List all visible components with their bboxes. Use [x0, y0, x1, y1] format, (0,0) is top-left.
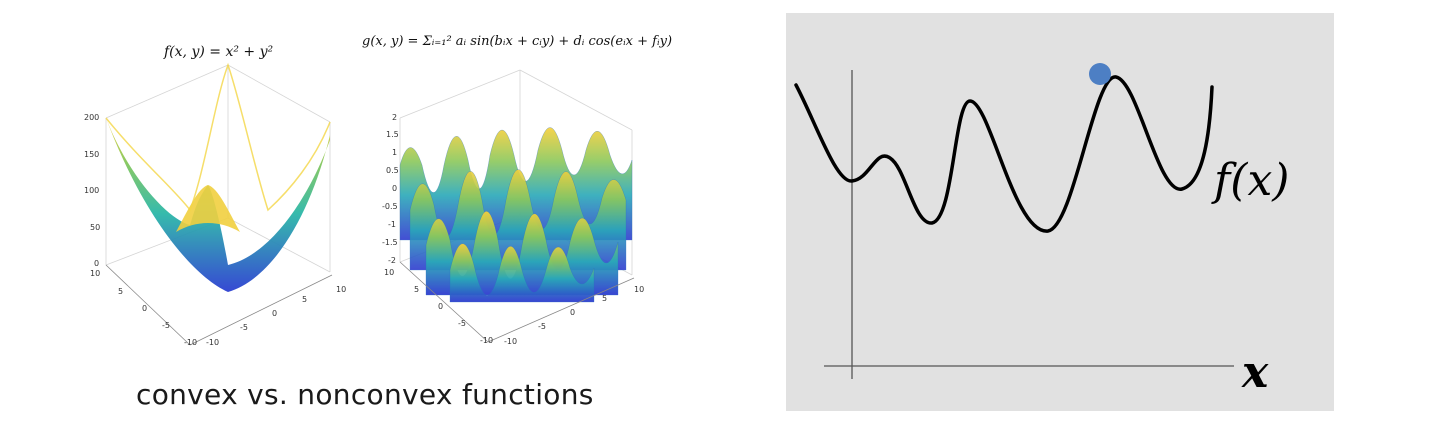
nonconvex-y-ticks: 10 5 0 -5 -10 [384, 268, 493, 345]
nonconvex-x-ticks: -10 -5 0 5 10 [504, 285, 644, 346]
x-tick: 10 [634, 285, 644, 294]
z-tick: 50 [90, 223, 100, 232]
ball-marker [1089, 63, 1111, 85]
caption: convex vs. nonconvex functions [136, 378, 594, 411]
y-tick: 10 [384, 268, 394, 277]
convex-surface-plot: 200 150 100 50 0 10 5 0 -5 -10 -10 -5 0 … [80, 60, 360, 364]
x-tick: 5 [602, 294, 607, 303]
x-tick: -10 [504, 337, 517, 346]
convex-surface-svg: 200 150 100 50 0 10 5 0 -5 -10 -10 -5 0 … [84, 62, 346, 347]
convex-equation: f(x, y) = x² + y² [164, 44, 274, 60]
z-tick: 200 [84, 113, 99, 122]
function-curve-svg: f(x) x [794, 63, 1289, 398]
convex-x-ticks: -10 -5 0 5 10 [206, 285, 346, 347]
z-tick: -0.5 [382, 202, 398, 211]
z-tick: 0 [94, 259, 99, 268]
y-tick: 0 [438, 302, 443, 311]
nonconvex-surface [399, 127, 633, 303]
y-tick: -10 [184, 338, 197, 347]
x-tick: -5 [240, 323, 248, 332]
z-tick: -2 [388, 256, 396, 265]
y-tick: -5 [458, 319, 466, 328]
z-tick: 0.5 [386, 166, 399, 175]
z-tick: -1.5 [382, 238, 398, 247]
x-tick: 5 [302, 295, 307, 304]
function-curve [794, 75, 1214, 233]
y-tick: -5 [162, 321, 170, 330]
y-tick: 5 [118, 287, 123, 296]
z-tick: 100 [84, 186, 99, 195]
y-tick: 0 [142, 304, 147, 313]
nonconvex-z-ticks: 2 1.5 1 0.5 0 -0.5 -1 -1.5 -2 [382, 113, 399, 265]
z-tick: -1 [388, 220, 396, 229]
z-tick: 0 [392, 184, 397, 193]
x-axis-label: x [1241, 347, 1269, 398]
convex-grid [105, 64, 331, 273]
x-tick: -10 [206, 338, 219, 347]
right-panel: f(x) x [786, 13, 1334, 411]
convex-z-ticks: 200 150 100 50 0 [84, 113, 100, 268]
z-tick: 1 [392, 148, 397, 157]
x-tick: -5 [538, 322, 546, 331]
z-tick: 1.5 [386, 130, 399, 139]
left-panel: f(x, y) = x² + y² [80, 34, 673, 411]
z-tick: 150 [84, 150, 99, 159]
nonconvex-axes [399, 261, 635, 343]
nonconvex-surface-svg: 2 1.5 1 0.5 0 -0.5 -1 -1.5 -2 10 5 0 -5 … [382, 69, 644, 346]
y-tick: 5 [414, 285, 419, 294]
function-label: f(x) [1211, 155, 1289, 206]
z-tick: 2 [392, 113, 397, 122]
convex-axes [105, 264, 333, 346]
x-tick: 0 [272, 309, 277, 318]
x-tick: 10 [336, 285, 346, 294]
nonconvex-surface-plot: 2 1.5 1 0.5 0 -0.5 -1 -1.5 -2 10 5 0 -5 … [370, 69, 660, 364]
convex-surface [106, 118, 330, 292]
x-tick: 0 [570, 308, 575, 317]
y-tick: -10 [480, 336, 493, 345]
nonconvex-equation: g(x, y) = Σᵢ₌₁² aᵢ sin(bᵢx + cᵢy) + dᵢ c… [362, 34, 673, 49]
convex-top-rim [105, 62, 331, 212]
convex-y-ticks: 10 5 0 -5 -10 [90, 269, 197, 347]
convex-inner-peak [176, 185, 240, 232]
y-tick: 10 [90, 269, 100, 278]
